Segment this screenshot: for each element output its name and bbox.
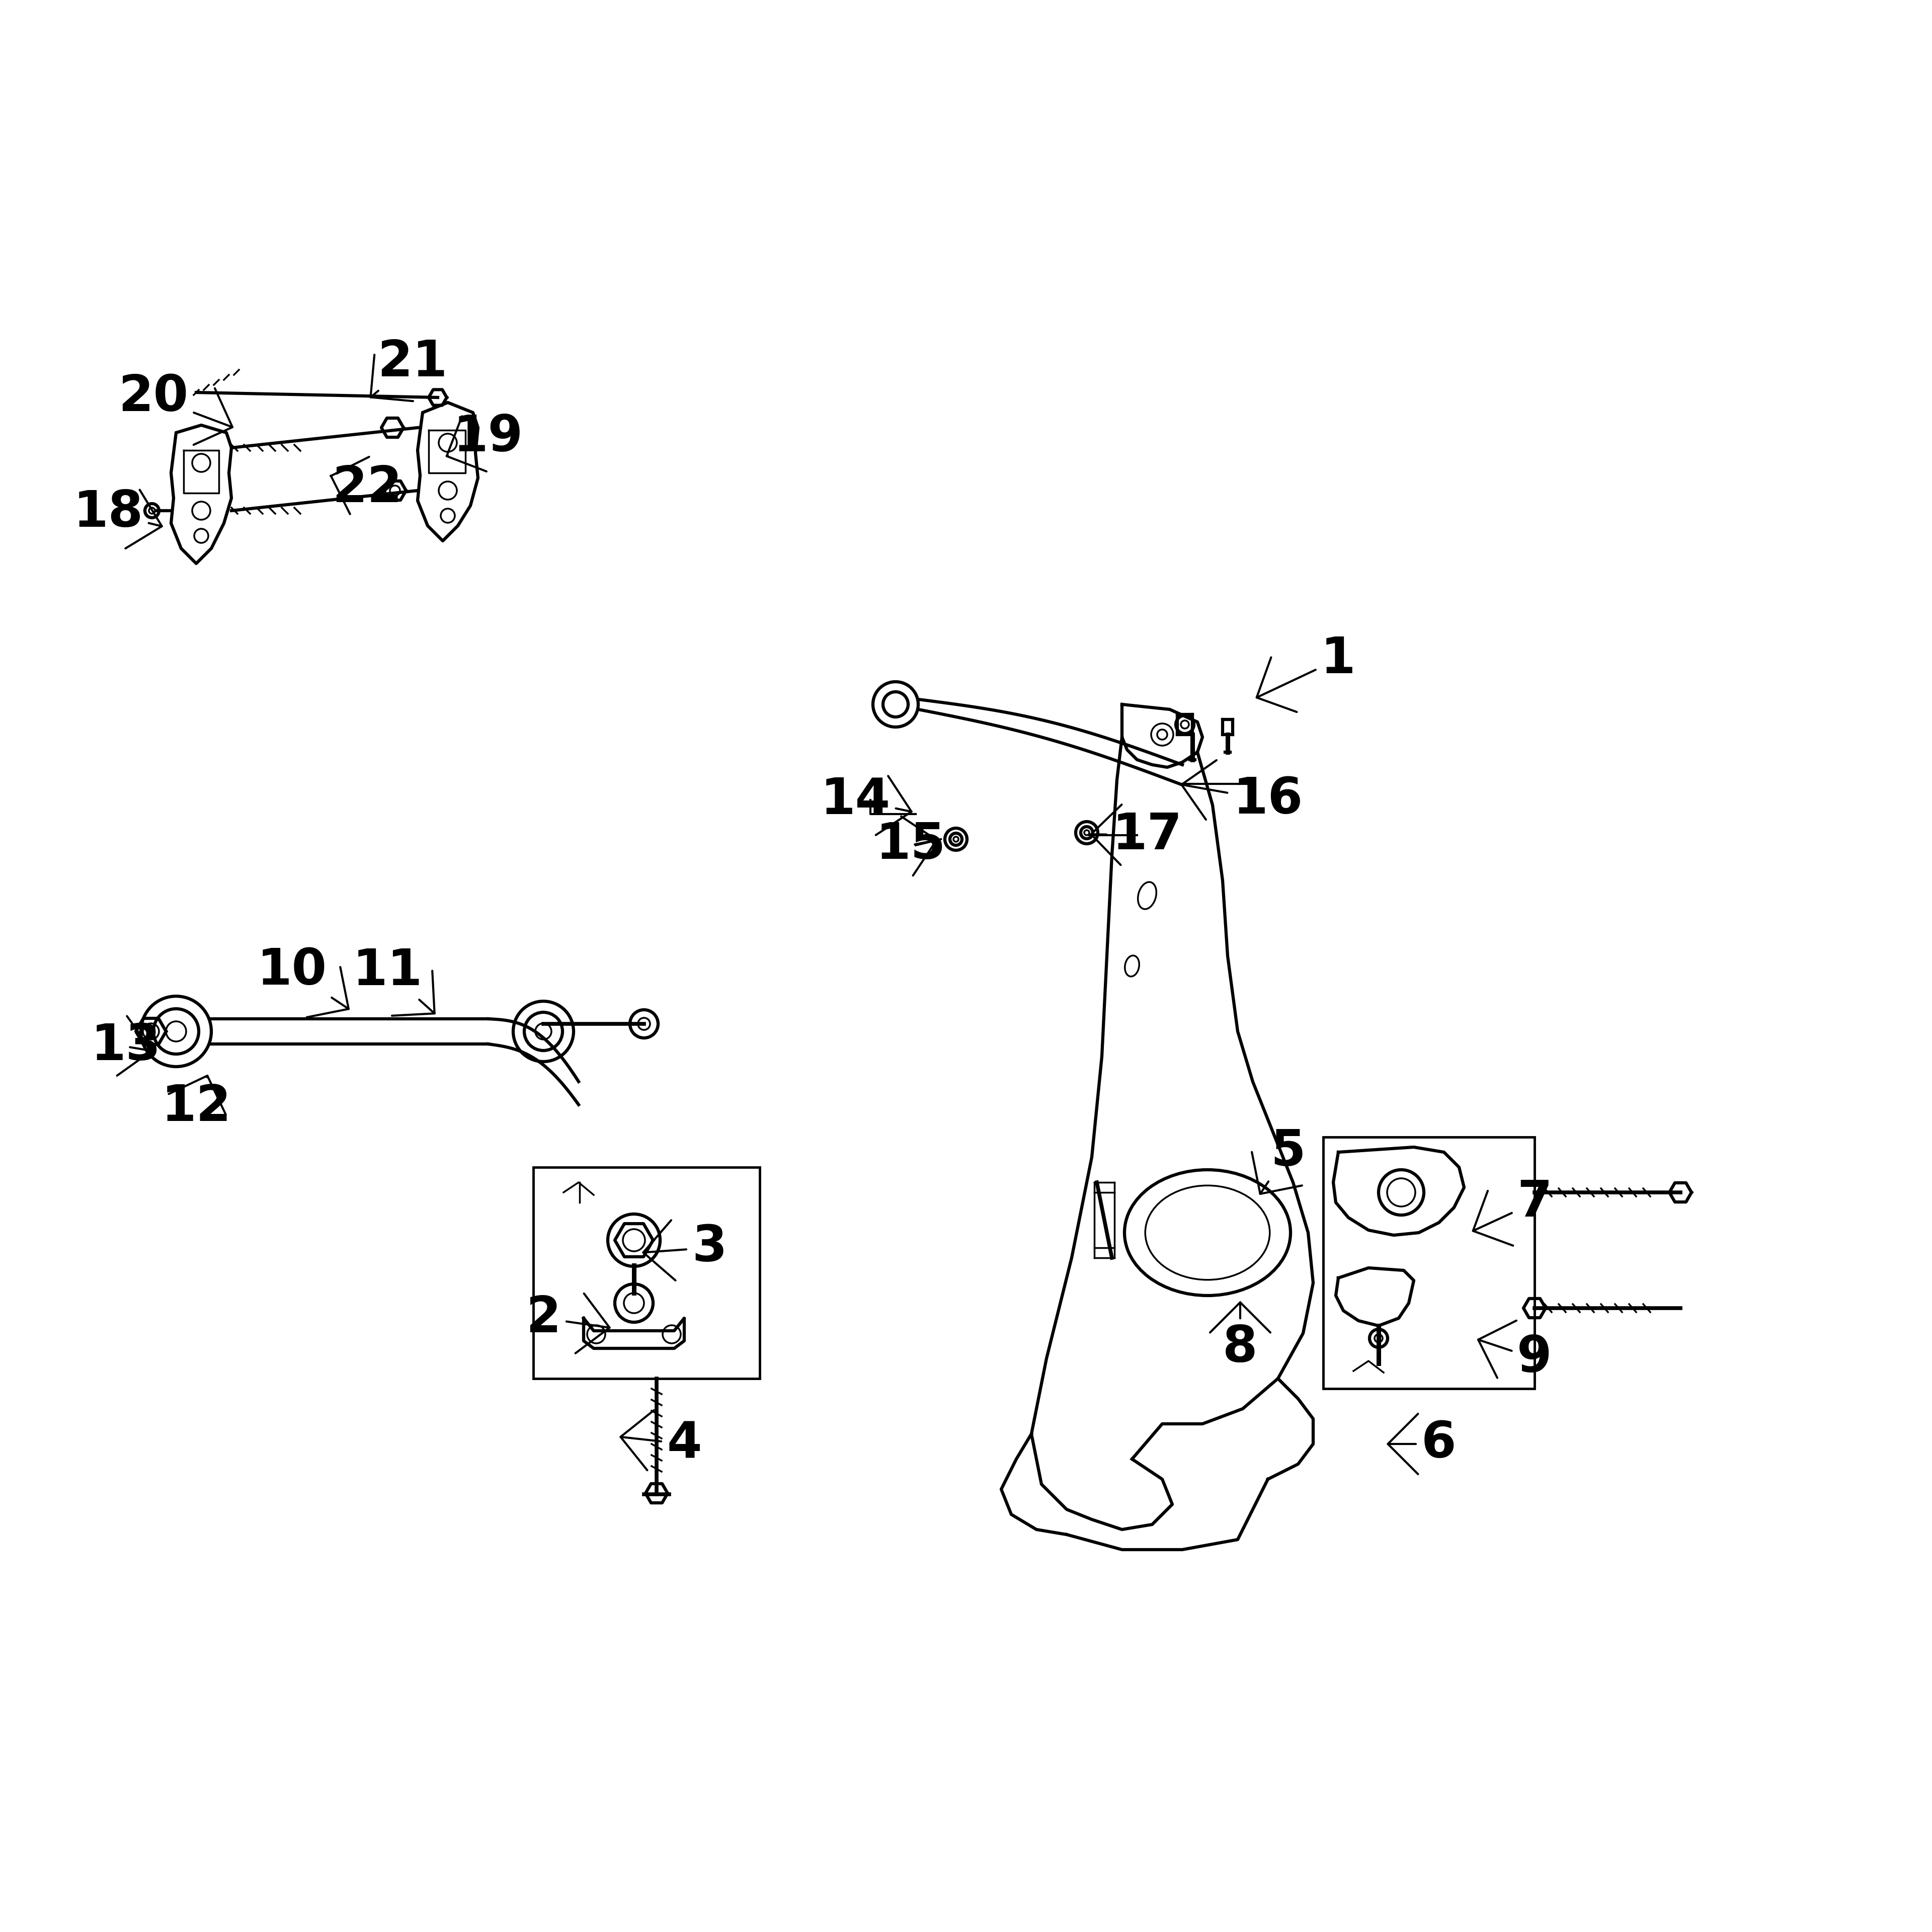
Text: 7: 7	[1472, 1179, 1551, 1246]
Text: 1: 1	[1256, 636, 1356, 713]
Text: 19: 19	[446, 413, 524, 471]
Text: 16: 16	[1182, 759, 1302, 825]
Text: 12: 12	[160, 1076, 232, 1132]
Text: 3: 3	[643, 1221, 726, 1281]
Text: 20: 20	[118, 373, 232, 444]
Text: 5: 5	[1252, 1128, 1306, 1194]
Text: 14: 14	[821, 775, 912, 835]
Text: 10: 10	[257, 947, 348, 1018]
Text: 15: 15	[875, 817, 945, 875]
Text: 9: 9	[1478, 1321, 1551, 1383]
Text: 13: 13	[91, 1016, 160, 1076]
Text: 21: 21	[371, 338, 448, 402]
Text: 17: 17	[1092, 804, 1182, 866]
Bar	[533, 1167, 759, 1379]
Text: 6: 6	[1387, 1414, 1457, 1474]
Text: 8: 8	[1209, 1302, 1271, 1374]
Text: 4: 4	[620, 1410, 701, 1470]
Bar	[1323, 1138, 1534, 1389]
Text: 2: 2	[526, 1294, 611, 1352]
Text: 18: 18	[73, 489, 162, 549]
Text: 11: 11	[352, 947, 435, 1016]
Text: 22: 22	[330, 456, 402, 514]
